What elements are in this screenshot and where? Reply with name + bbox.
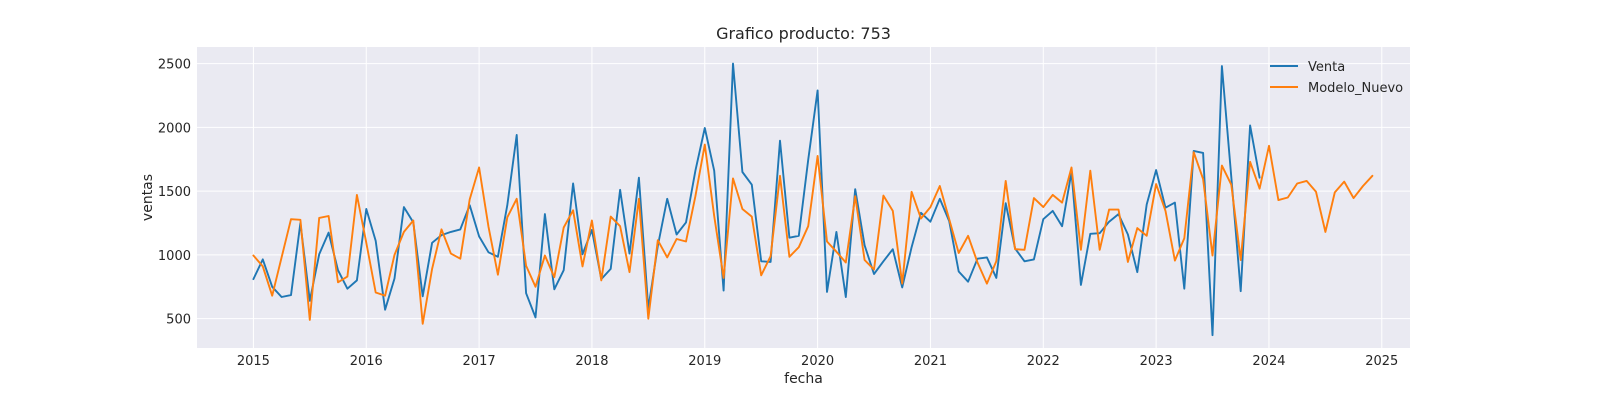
- x-tick-label: 2018: [575, 354, 608, 369]
- x-tick-label: 2020: [801, 354, 834, 369]
- x-tick-label: 2025: [1365, 354, 1398, 369]
- legend-label: Modelo_Nuevo: [1308, 81, 1403, 96]
- x-tick-label: 2022: [1027, 354, 1060, 369]
- y-tick-label: 1500: [158, 185, 191, 200]
- chart-title: Grafico producto: 753: [716, 24, 891, 43]
- y-tick-label: 2000: [158, 121, 191, 136]
- x-axis-label: fecha: [784, 371, 823, 387]
- y-tick-label: 2500: [158, 58, 191, 73]
- y-axis-label: ventas: [140, 174, 156, 221]
- legend: Venta Modelo_Nuevo: [1270, 60, 1403, 96]
- x-tick-label: 2015: [237, 354, 270, 369]
- x-tick-label: 2019: [688, 354, 721, 369]
- series-lines: [252, 62, 1374, 337]
- x-tick-label: 2024: [1252, 354, 1285, 369]
- x-tick-label: 2017: [463, 354, 496, 369]
- series-line-venta: [252, 62, 1261, 337]
- y-axis-ticks: 500 1000 1500 2000 2500: [158, 58, 191, 328]
- y-tick-label: 500: [166, 313, 191, 328]
- x-tick-label: 2016: [350, 354, 383, 369]
- x-axis-ticks: 2015 2016 2017 2018 2019 2020 2021 2022 2023 2024…: [237, 354, 1398, 369]
- x-tick-label: 2021: [914, 354, 947, 369]
- legend-label: Venta: [1308, 60, 1345, 75]
- x-tick-label: 2023: [1140, 354, 1173, 369]
- y-tick-label: 1000: [158, 249, 191, 264]
- series-line-modelo-nuevo: [252, 143, 1374, 325]
